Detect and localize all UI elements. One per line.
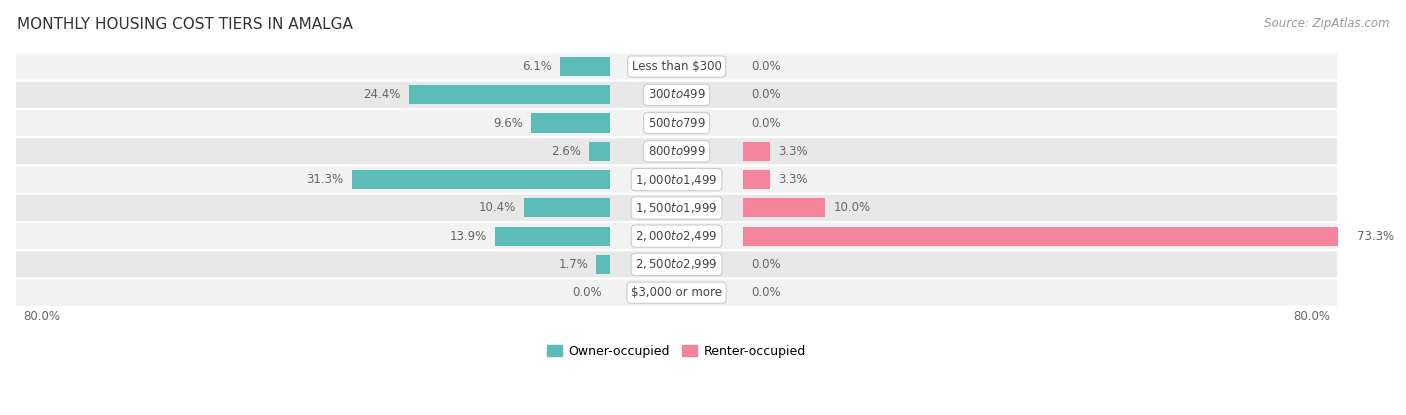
Text: 73.3%: 73.3% <box>1357 229 1395 243</box>
Text: $2,500 to $2,999: $2,500 to $2,999 <box>636 257 718 271</box>
FancyBboxPatch shape <box>15 137 1339 166</box>
Text: $300 to $499: $300 to $499 <box>648 88 706 101</box>
Text: 3.3%: 3.3% <box>779 145 808 158</box>
FancyBboxPatch shape <box>15 278 1339 307</box>
Text: 80.0%: 80.0% <box>1294 310 1330 323</box>
Text: $500 to $799: $500 to $799 <box>648 117 706 129</box>
Text: 3.3%: 3.3% <box>779 173 808 186</box>
Text: 0.0%: 0.0% <box>751 117 780 129</box>
Text: 10.4%: 10.4% <box>479 201 516 215</box>
Text: 0.0%: 0.0% <box>751 60 780 73</box>
Bar <box>560 57 610 76</box>
Bar <box>596 255 610 274</box>
Text: $1,000 to $1,499: $1,000 to $1,499 <box>636 173 718 187</box>
Bar <box>742 198 825 217</box>
Text: 0.0%: 0.0% <box>751 88 780 101</box>
Text: MONTHLY HOUSING COST TIERS IN AMALGA: MONTHLY HOUSING COST TIERS IN AMALGA <box>17 17 353 32</box>
FancyBboxPatch shape <box>15 222 1339 250</box>
Bar <box>495 227 610 246</box>
Text: 6.1%: 6.1% <box>522 60 551 73</box>
Text: 1.7%: 1.7% <box>558 258 588 271</box>
Text: 31.3%: 31.3% <box>307 173 343 186</box>
Bar <box>589 142 610 161</box>
FancyBboxPatch shape <box>15 81 1339 109</box>
Bar <box>531 113 610 133</box>
Bar <box>352 170 610 189</box>
Text: 10.0%: 10.0% <box>834 201 870 215</box>
FancyBboxPatch shape <box>15 194 1339 222</box>
Legend: Owner-occupied, Renter-occupied: Owner-occupied, Renter-occupied <box>543 339 811 363</box>
Text: 80.0%: 80.0% <box>24 310 60 323</box>
FancyBboxPatch shape <box>15 166 1339 194</box>
Text: Less than $300: Less than $300 <box>631 60 721 73</box>
Bar <box>742 227 1348 246</box>
Bar <box>742 142 770 161</box>
Bar <box>524 198 610 217</box>
FancyBboxPatch shape <box>15 250 1339 278</box>
Bar <box>409 85 610 105</box>
Text: 0.0%: 0.0% <box>751 258 780 271</box>
Text: Source: ZipAtlas.com: Source: ZipAtlas.com <box>1264 17 1389 29</box>
FancyBboxPatch shape <box>15 52 1339 81</box>
Text: 0.0%: 0.0% <box>751 286 780 299</box>
Text: 2.6%: 2.6% <box>551 145 581 158</box>
FancyBboxPatch shape <box>15 109 1339 137</box>
Text: $2,000 to $2,499: $2,000 to $2,499 <box>636 229 718 243</box>
Text: 0.0%: 0.0% <box>572 286 602 299</box>
Text: 13.9%: 13.9% <box>450 229 488 243</box>
Text: $800 to $999: $800 to $999 <box>648 145 706 158</box>
Bar <box>742 170 770 189</box>
Text: 9.6%: 9.6% <box>494 117 523 129</box>
Text: $1,500 to $1,999: $1,500 to $1,999 <box>636 201 718 215</box>
Text: $3,000 or more: $3,000 or more <box>631 286 723 299</box>
Text: 24.4%: 24.4% <box>363 88 401 101</box>
